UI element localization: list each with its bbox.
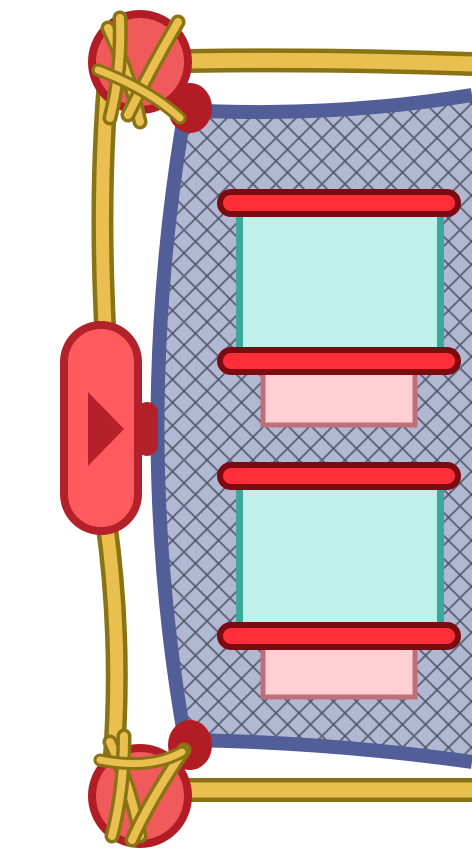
play-arrow-icon (88, 392, 124, 466)
expand-panel-button[interactable] (60, 321, 158, 535)
slot-1-top-rail (217, 189, 461, 217)
corner-knot-top (88, 10, 212, 133)
slot-2-tray (260, 642, 418, 700)
slot-2-screen (240, 478, 440, 644)
item-slot-2[interactable] (217, 462, 461, 700)
corner-knot-bottom (88, 720, 212, 848)
slot-2-bottom-rail (217, 622, 461, 650)
slot-2-top-rail (217, 462, 461, 490)
slot-1-bottom-rail (217, 347, 461, 375)
slot-1-screen (240, 207, 440, 362)
item-slot-1[interactable] (217, 189, 461, 428)
